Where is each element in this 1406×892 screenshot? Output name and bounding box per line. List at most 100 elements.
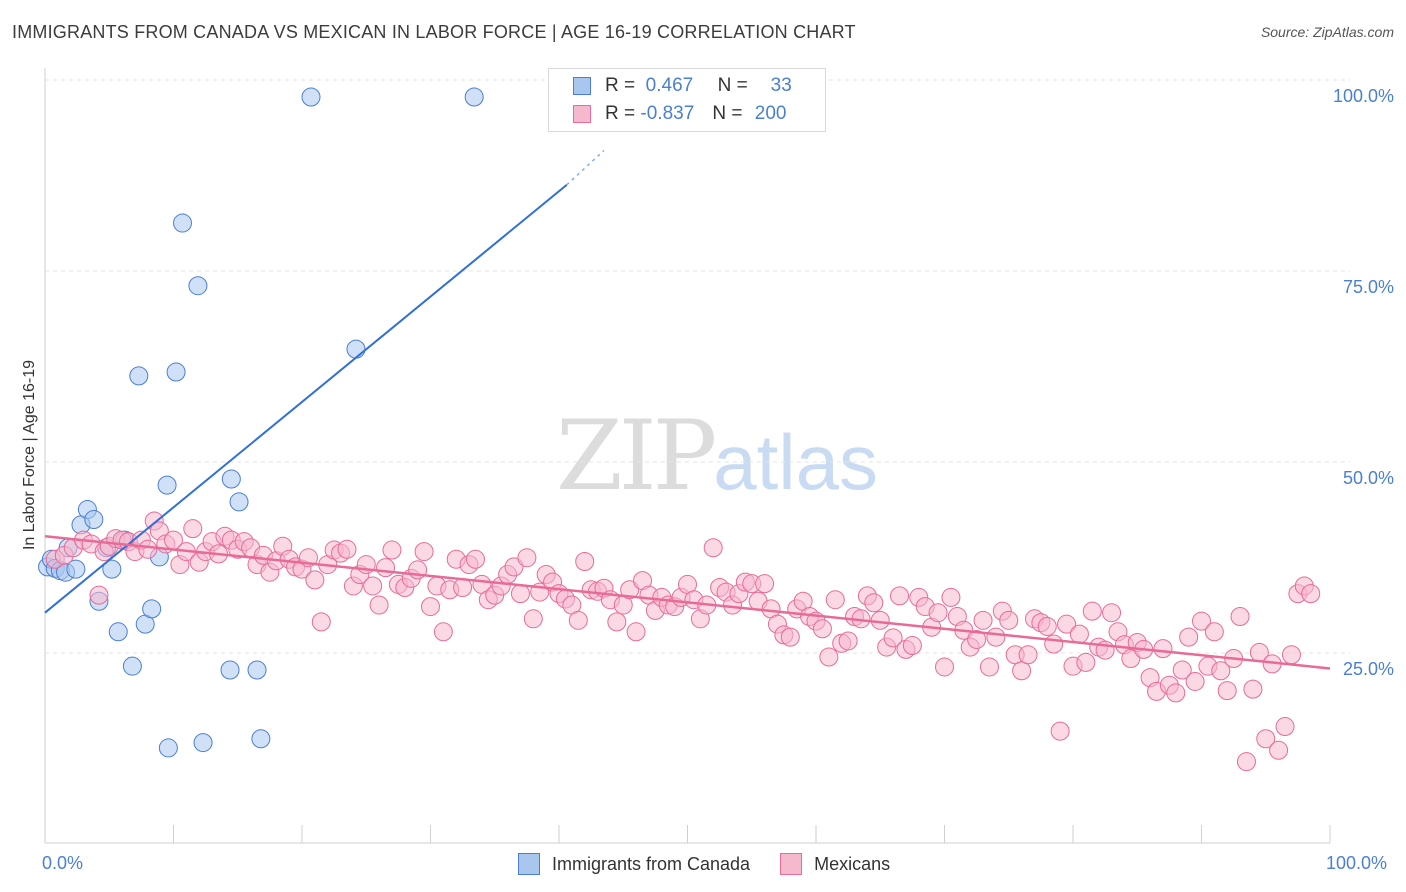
mexican-point bbox=[838, 631, 858, 651]
mexican-point bbox=[1179, 627, 1199, 647]
mexican-point bbox=[967, 629, 987, 649]
legend-swatch-mexican bbox=[780, 853, 803, 875]
canada-point bbox=[301, 87, 321, 107]
mexican-point bbox=[986, 627, 1006, 647]
watermark-zip: ZIP bbox=[556, 400, 717, 512]
mexican-point bbox=[1185, 671, 1205, 691]
legend-row-mexican: R = -0.837 N = 200 bbox=[573, 101, 787, 127]
mexican-point bbox=[138, 539, 158, 559]
mexican-point bbox=[1204, 622, 1224, 642]
mexican-point bbox=[620, 580, 640, 600]
series-legend: Immigrants from Canada Mexicans bbox=[518, 853, 920, 875]
mexican-point bbox=[363, 576, 383, 596]
mexican-point bbox=[1243, 679, 1263, 699]
mexican-point bbox=[337, 539, 357, 559]
grid-lines bbox=[45, 79, 1350, 654]
canada-point bbox=[84, 509, 104, 529]
mexican-point bbox=[1057, 614, 1077, 634]
legend-item-mexican[interactable]: Mexicans bbox=[780, 853, 890, 875]
canada-point bbox=[221, 469, 241, 489]
watermark: ZIPatlas bbox=[556, 400, 878, 512]
mexican-point bbox=[1069, 624, 1089, 644]
mexican-point bbox=[504, 557, 524, 577]
source-label: Source: ZipAtlas.com bbox=[1260, 24, 1394, 40]
mexican-point bbox=[382, 540, 402, 560]
mexican-point bbox=[1166, 683, 1186, 703]
mexican-point bbox=[1076, 652, 1096, 672]
y-tick-label: 25.0% bbox=[1342, 659, 1394, 679]
mexican-point bbox=[1102, 603, 1122, 623]
canada-points bbox=[38, 87, 484, 758]
canada-point bbox=[122, 656, 142, 676]
mexican-point bbox=[780, 627, 800, 647]
canada-point bbox=[102, 559, 122, 579]
y-axis-label: In Labor Force | Age 16-19 bbox=[21, 359, 38, 551]
mexican-point bbox=[1172, 660, 1192, 680]
canada-point bbox=[157, 475, 177, 495]
legend-label-mexican: Mexicans bbox=[814, 853, 891, 874]
mexican-point bbox=[1012, 661, 1032, 681]
y-tick-label: 75.0% bbox=[1342, 277, 1394, 297]
mexican-point bbox=[825, 590, 845, 610]
mexican-points bbox=[45, 511, 1321, 772]
legend-r-label: R = bbox=[605, 103, 636, 124]
canada-point bbox=[142, 599, 162, 619]
legend-r-label: R = bbox=[605, 75, 636, 96]
legend-r-value: -0.837 bbox=[640, 103, 695, 124]
mexican-point bbox=[1230, 607, 1250, 627]
mexican-point bbox=[902, 636, 922, 656]
mexican-point bbox=[89, 585, 109, 605]
mexican-point bbox=[755, 574, 775, 594]
mexican-point bbox=[941, 587, 961, 607]
y-tick-label: 100.0% bbox=[1332, 86, 1394, 106]
legend-item-canada[interactable]: Immigrants from Canada bbox=[518, 853, 750, 875]
mexican-point bbox=[421, 597, 440, 617]
mexican-point bbox=[607, 612, 627, 632]
axes bbox=[44, 68, 1331, 844]
legend-swatch-mexican bbox=[573, 105, 591, 123]
mexican-point bbox=[1037, 616, 1057, 636]
mexican-point bbox=[1044, 634, 1064, 654]
legend-n-label: N = bbox=[712, 103, 743, 124]
canada-point bbox=[251, 729, 271, 749]
canada-point bbox=[66, 559, 86, 579]
legend-r-value: 0.467 bbox=[645, 75, 694, 96]
mexican-point bbox=[883, 628, 903, 648]
mexican-point bbox=[311, 612, 331, 632]
mexican-point bbox=[568, 610, 588, 630]
watermark-atlas: atlas bbox=[713, 418, 878, 506]
canada-point bbox=[247, 660, 267, 680]
mexican-point bbox=[935, 657, 954, 677]
mexican-point bbox=[1121, 649, 1141, 669]
mexican-point bbox=[890, 586, 910, 606]
canada-point bbox=[229, 492, 249, 512]
mexican-point bbox=[510, 584, 530, 604]
legend-swatch-canada bbox=[518, 853, 540, 875]
y-tick-label: 50.0% bbox=[1342, 468, 1394, 488]
mexican-point bbox=[1256, 729, 1276, 749]
mexican-point bbox=[453, 577, 473, 597]
canada-point bbox=[166, 362, 186, 382]
mexican-point bbox=[812, 619, 832, 639]
mexican-point bbox=[1082, 601, 1102, 621]
mexican-point bbox=[414, 542, 434, 562]
mexican-point bbox=[1217, 681, 1237, 701]
canada-point bbox=[158, 738, 178, 758]
mexican-point bbox=[703, 538, 723, 558]
legend-n-label: N = bbox=[717, 75, 748, 96]
mexican-point bbox=[999, 610, 1019, 630]
mexican-point bbox=[1018, 645, 1038, 665]
mexican-point bbox=[1211, 661, 1231, 681]
canada-point bbox=[172, 213, 192, 233]
mexican-point bbox=[1153, 639, 1173, 659]
mexican-point bbox=[183, 519, 203, 539]
canada-point bbox=[220, 660, 240, 680]
mexican-point bbox=[626, 622, 646, 642]
legend-n-value: 200 bbox=[754, 103, 787, 124]
correlation-legend: R = 0.467 N = 33 R = -0.837 N = 200 bbox=[548, 68, 826, 132]
legend-n-value: 33 bbox=[770, 75, 792, 96]
legend-row-canada: R = 0.467 N = 33 bbox=[573, 73, 792, 99]
legend-label-canada: Immigrants from Canada bbox=[552, 853, 751, 874]
canada-point bbox=[193, 733, 213, 753]
